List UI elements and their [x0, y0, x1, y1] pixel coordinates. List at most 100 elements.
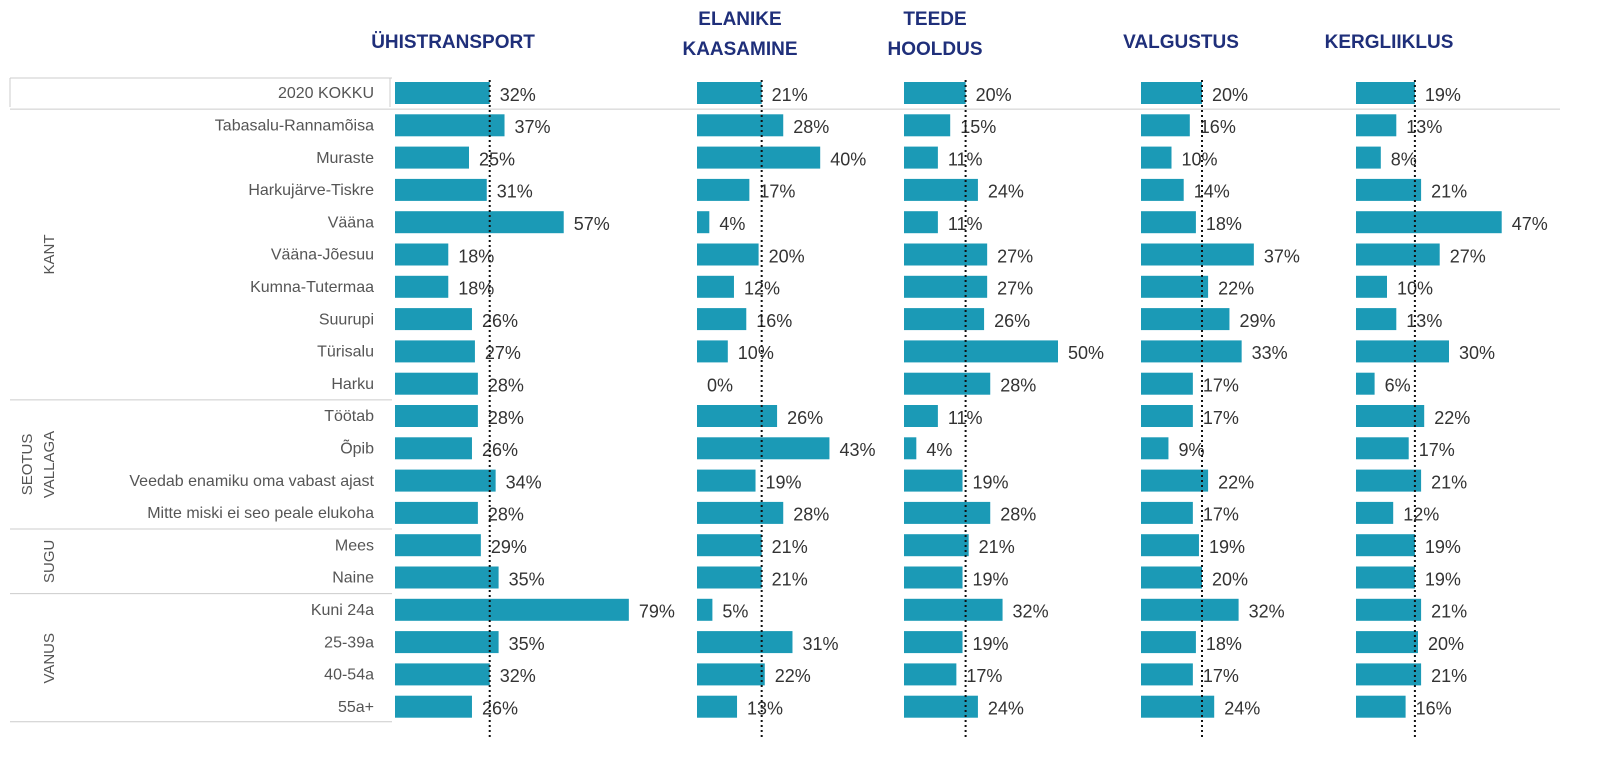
- bar: [904, 663, 957, 686]
- category-label: Suurupi: [319, 311, 374, 328]
- bar: [1356, 340, 1449, 363]
- value-label: 19%: [973, 472, 1009, 492]
- value-label: 19%: [1425, 85, 1461, 105]
- category-label: Kuni 24a: [311, 602, 374, 619]
- bar: [904, 598, 1003, 621]
- value-label: 20%: [976, 85, 1012, 105]
- bar: [395, 178, 487, 201]
- value-label: 21%: [1431, 472, 1467, 492]
- value-label: 26%: [482, 440, 518, 460]
- bar: [1356, 405, 1425, 427]
- bar: [1356, 82, 1415, 104]
- value-label: 28%: [1000, 375, 1036, 395]
- value-label: 28%: [1000, 505, 1036, 525]
- value-label: 33%: [1252, 343, 1288, 363]
- value-label: 11%: [948, 149, 983, 169]
- value-label: 21%: [1431, 666, 1467, 686]
- value-label: 20%: [1212, 85, 1248, 105]
- bar: [904, 340, 1058, 363]
- bar: [904, 114, 951, 137]
- category-label: Harkujärve-Tiskre: [248, 182, 374, 199]
- bar: [1356, 372, 1375, 395]
- bar: [1356, 501, 1394, 524]
- value-label: 6%: [1385, 375, 1411, 395]
- value-label: 21%: [772, 569, 808, 589]
- value-label: 26%: [994, 311, 1030, 331]
- bar: [697, 501, 784, 524]
- bar: [395, 695, 472, 718]
- value-label: 79%: [639, 602, 675, 622]
- value-label: 0%: [707, 375, 733, 395]
- value-label: 24%: [988, 698, 1024, 718]
- bar: [904, 631, 963, 654]
- value-label: 37%: [515, 117, 551, 137]
- bar: [904, 178, 978, 201]
- bar: [395, 146, 469, 169]
- value-label: 17%: [1203, 375, 1239, 395]
- value-label: 30%: [1459, 343, 1495, 363]
- value-label: 18%: [1206, 214, 1242, 234]
- value-label: 28%: [488, 408, 524, 428]
- bar: [697, 308, 747, 331]
- value-label: 20%: [1212, 569, 1248, 589]
- category-label: Veedab enamiku oma vabast ajast: [129, 473, 374, 490]
- bar: [1141, 275, 1209, 298]
- value-label: 13%: [747, 698, 783, 718]
- value-label: 28%: [793, 117, 829, 137]
- bar: [1356, 631, 1418, 654]
- value-label: 12%: [744, 279, 780, 299]
- value-label: 10%: [1182, 149, 1218, 169]
- value-label: 22%: [1218, 279, 1254, 299]
- value-label: 21%: [772, 537, 808, 557]
- value-label: 21%: [772, 85, 808, 105]
- value-label: 19%: [1425, 537, 1461, 557]
- category-label: 40-54a: [324, 667, 374, 684]
- bar: [395, 534, 481, 557]
- bar: [1356, 437, 1409, 460]
- category-label: Tabasalu-Rannamõisa: [215, 118, 374, 135]
- bar: [1141, 146, 1172, 169]
- panel-title: ÜHISTRANSPORT: [371, 32, 535, 53]
- value-label: 31%: [802, 634, 838, 654]
- category-label: Naine: [332, 570, 374, 587]
- bar: [697, 146, 821, 169]
- bar: [1356, 275, 1387, 298]
- group-label: KANT: [41, 234, 58, 274]
- bar: [395, 566, 499, 589]
- bar: [1356, 566, 1415, 589]
- value-label: 15%: [960, 117, 996, 137]
- value-label: 26%: [482, 698, 518, 718]
- bar: [1141, 534, 1199, 557]
- value-label: 27%: [485, 343, 521, 363]
- value-label: 18%: [458, 246, 494, 266]
- panel-title: KERGLIIKLUS: [1325, 32, 1454, 53]
- value-label: 28%: [793, 505, 829, 525]
- bar: [1141, 663, 1193, 686]
- group-label: SUGU: [41, 540, 58, 583]
- panel-title: KAASAMINE: [682, 39, 797, 60]
- bar: [1141, 243, 1254, 266]
- bar: [904, 469, 963, 492]
- bar: [697, 114, 784, 137]
- value-label: 17%: [759, 182, 795, 202]
- value-label: 50%: [1068, 343, 1104, 363]
- bar: [395, 598, 629, 621]
- value-label: 4%: [719, 214, 745, 234]
- bar: [904, 308, 985, 331]
- bar: [904, 211, 938, 234]
- value-label: 5%: [722, 602, 748, 622]
- value-label: 21%: [1431, 182, 1467, 202]
- bar: [904, 82, 966, 104]
- bar: [1356, 695, 1406, 718]
- bar: [395, 211, 564, 234]
- bar: [1141, 82, 1202, 104]
- panel-title: ELANIKE: [698, 9, 781, 30]
- category-label: Mees: [335, 537, 374, 554]
- panel-title: HOOLDUS: [888, 39, 983, 60]
- value-label: 31%: [497, 182, 533, 202]
- value-label: 18%: [458, 279, 494, 299]
- category-label: Vääna: [328, 214, 374, 231]
- value-label: 13%: [1406, 311, 1442, 331]
- value-label: 22%: [775, 666, 811, 686]
- bar: [395, 437, 472, 460]
